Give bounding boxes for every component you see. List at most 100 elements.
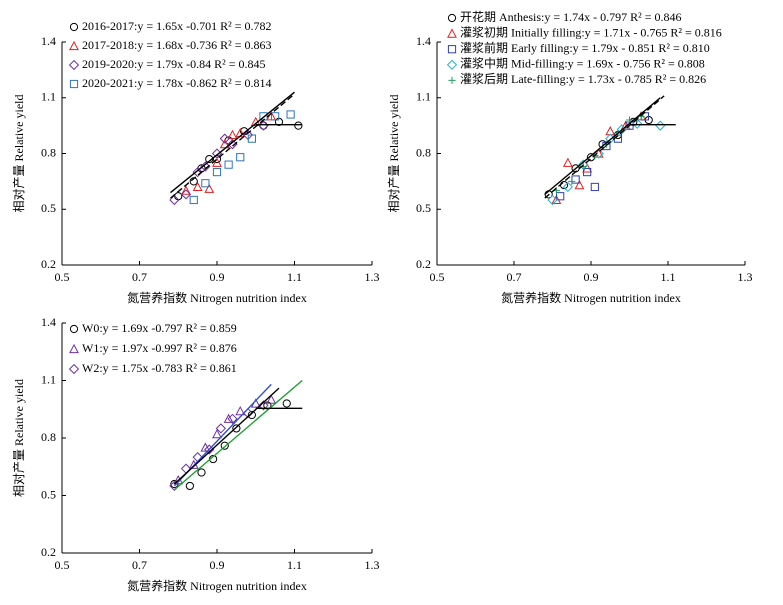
legend-label: 2017-2018:y = 1.68x -0.736 R² = 0.863	[82, 38, 271, 52]
point	[294, 121, 303, 130]
legend-label: 2019-2020:y = 1.79x -0.84 R² = 0.845	[82, 57, 265, 71]
point	[232, 424, 241, 433]
point	[169, 194, 180, 206]
legend-label: 开花期 Anthesis:y = 1.74x - 0.797 R² = 0.84…	[460, 9, 681, 24]
point	[574, 179, 585, 190]
legend-marker	[69, 79, 79, 89]
legend-label: 灌浆初期 Initially filling:y = 1.71x - 0.765…	[460, 24, 722, 39]
legend-marker	[447, 28, 457, 38]
x-axis-label: 氮营养指数 Nitrogen nutrition index	[501, 290, 681, 305]
fit-line	[173, 379, 303, 491]
fit-line	[173, 387, 280, 485]
point	[200, 161, 211, 172]
legend-label: 2016-2017:y = 1.65x -0.701 R² = 0.782	[82, 19, 271, 33]
fit-line	[170, 91, 295, 194]
x-tick-label: 1.3	[738, 270, 753, 284]
legend-label: 2020-2021:y = 1.78x -0.862 R² = 0.814	[82, 76, 271, 90]
point	[189, 195, 198, 205]
x-tick-label: 0.7	[132, 270, 147, 284]
x-tick-label: 1.1	[287, 558, 302, 572]
x-tick-label: 0.9	[584, 270, 599, 284]
point	[562, 181, 574, 193]
legend-marker	[69, 22, 79, 32]
x-tick-label: 0.5	[430, 270, 445, 284]
point	[583, 167, 592, 177]
x-tick-label: 0.5	[55, 558, 70, 572]
point	[212, 157, 222, 167]
y-tick-label: 1.4	[41, 34, 56, 48]
point	[625, 116, 634, 124]
x-tick-label: 0.9	[210, 270, 225, 284]
y-tick-label: 0.2	[416, 257, 431, 271]
point	[590, 182, 599, 192]
point	[181, 185, 191, 195]
point	[192, 166, 203, 178]
point	[247, 134, 256, 143]
y-tick-label: 0.5	[41, 201, 56, 215]
y-tick-label: 0.8	[416, 145, 431, 159]
x-tick-label: 1.3	[365, 270, 380, 284]
point	[286, 110, 295, 119]
point	[192, 181, 203, 192]
y-tick-label: 1.4	[416, 34, 431, 48]
fit-line	[170, 93, 295, 199]
x-tick-label: 1.1	[287, 270, 302, 284]
point	[568, 177, 576, 185]
x-tick-label: 0.5	[55, 270, 70, 284]
y-tick-label: 1.1	[416, 90, 431, 104]
point	[169, 480, 180, 492]
point	[227, 413, 238, 424]
x-axis-label: 氮营养指数 Nitrogen nutrition index	[127, 290, 307, 305]
y-tick-label: 1.1	[41, 372, 56, 386]
legend-marker	[448, 76, 456, 84]
x-tick-label: 0.9	[210, 558, 225, 572]
point	[227, 129, 238, 140]
legend-marker	[446, 59, 458, 70]
legend-marker	[447, 45, 457, 54]
legend-marker	[68, 363, 80, 375]
fit-line	[544, 95, 665, 199]
point	[571, 175, 580, 184]
point	[185, 481, 194, 491]
y-tick-label: 1.1	[41, 90, 56, 104]
point	[220, 441, 229, 450]
legend-marker	[69, 40, 79, 51]
legend-marker	[68, 59, 80, 71]
point	[223, 413, 234, 423]
legend-marker	[69, 324, 79, 334]
point	[266, 394, 277, 404]
point	[204, 183, 215, 193]
y-tick-label: 0.8	[41, 430, 56, 444]
point	[556, 192, 565, 201]
point	[282, 399, 291, 408]
x-axis-label: 氮营养指数 Nitrogen nutrition index	[127, 578, 307, 593]
point	[547, 194, 558, 206]
legend-label: 灌浆中期 Mid-filling:y = 1.69x - 0.756 R² = …	[460, 56, 705, 71]
point	[204, 444, 215, 455]
point	[247, 410, 256, 420]
point	[197, 468, 206, 477]
x-tick-label: 0.7	[507, 270, 522, 284]
y-axis-label: 相对产量 Relative yield	[387, 95, 401, 213]
point	[655, 120, 666, 131]
y-tick-label: 1.4	[41, 315, 56, 329]
legend-marker	[447, 13, 457, 23]
point	[593, 148, 604, 158]
point	[212, 429, 222, 439]
legend-label: W0:y = 1.69x -0.797 R² = 0.859	[82, 321, 237, 335]
point	[562, 157, 573, 167]
point	[212, 167, 222, 177]
point	[180, 189, 192, 200]
point	[219, 133, 230, 144]
legend-marker	[69, 343, 79, 354]
point	[236, 153, 245, 162]
fit-line	[544, 97, 661, 195]
y-tick-label: 0.2	[41, 545, 56, 559]
point	[201, 179, 210, 188]
y-tick-label: 0.5	[416, 201, 431, 215]
x-tick-label: 1.1	[661, 270, 676, 284]
legend-label: W1:y = 1.97x -0.997 R² = 0.876	[82, 341, 237, 355]
point	[215, 423, 226, 434]
point	[235, 406, 246, 416]
point	[258, 400, 269, 411]
